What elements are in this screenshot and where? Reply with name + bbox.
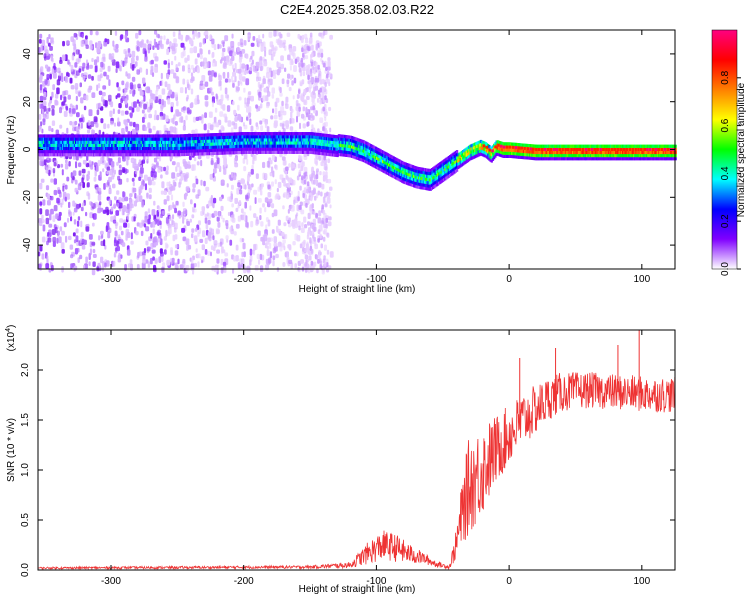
y-tick-label: 40 xyxy=(22,48,33,60)
x-tick-label: 0 xyxy=(506,576,512,587)
heatmap-signal-track xyxy=(38,132,677,191)
y-tick-label: 0.0 xyxy=(20,563,31,577)
colorbar-tick-label: 0.8 xyxy=(720,70,731,84)
x-tick-label: 100 xyxy=(633,274,650,285)
bottom-x-axis-label: Height of straight line (km) xyxy=(299,584,416,595)
snr-line xyxy=(37,372,676,571)
colorbar-ticks: 0.0 0.2 0.4 0.6 0.8 xyxy=(720,70,741,276)
top-y-axis: -40 -20 0 20 40 xyxy=(22,48,675,252)
x-tick-label: 100 xyxy=(633,576,650,587)
y-tick-label: 1.0 xyxy=(20,463,31,477)
x-tick-label: 0 xyxy=(506,274,512,285)
snr-frame xyxy=(37,329,676,571)
x-tick-label: -200 xyxy=(234,576,254,587)
colorbar-tick-label: 0.4 xyxy=(720,166,731,180)
x-tick-label: -100 xyxy=(366,274,386,285)
snr-panel: -300 -200 -100 0 100 0.0 0.5 1.0 1.5 2.0 Height … xyxy=(5,325,676,595)
x-tick-label: -300 xyxy=(101,274,121,285)
colorbar-gradient xyxy=(711,29,738,270)
y-tick-label: 20 xyxy=(22,96,33,108)
y-multiplier-label: (x104) xyxy=(5,325,17,352)
top-x-axis-label: Height of straight line (km) xyxy=(299,284,416,295)
colorbar-label: Normalized spectral amplitude xyxy=(736,82,747,217)
colorbar-tick-label: 0.6 xyxy=(720,118,731,132)
y-tick-label: -20 xyxy=(22,190,33,205)
bottom-y-axis: 0.0 0.5 1.0 1.5 2.0 xyxy=(20,363,675,577)
colorbar: 0.0 0.2 0.4 0.6 0.8 Normalized spectral ampl… xyxy=(711,29,747,276)
snr-series xyxy=(37,330,676,571)
top-x-axis: -300 -200 -100 0 100 xyxy=(101,30,651,285)
heatmap-noise xyxy=(38,30,334,276)
top-y-axis-label: Frequency (Hz) xyxy=(6,116,17,185)
figure-title: C2E4.2025.358.02.03.R22 xyxy=(280,2,434,17)
x-tick-label: -100 xyxy=(366,576,386,587)
y-tick-label: 0 xyxy=(22,146,33,152)
y-tick-label: -40 xyxy=(22,237,33,252)
y-tick-label: 1.5 xyxy=(20,413,31,427)
x-tick-label: -300 xyxy=(101,576,121,587)
colorbar-tick-label: 0.0 xyxy=(720,262,731,276)
x-tick-label: -200 xyxy=(234,274,254,285)
bottom-y-axis-label: SNR (10 * v/v) xyxy=(6,418,17,482)
y-tick-label: 0.5 xyxy=(20,513,31,527)
bottom-x-axis: -300 -200 -100 0 100 xyxy=(101,330,651,587)
colorbar-tick-label: 0.2 xyxy=(720,214,731,228)
y-tick-label: 2.0 xyxy=(20,363,31,377)
